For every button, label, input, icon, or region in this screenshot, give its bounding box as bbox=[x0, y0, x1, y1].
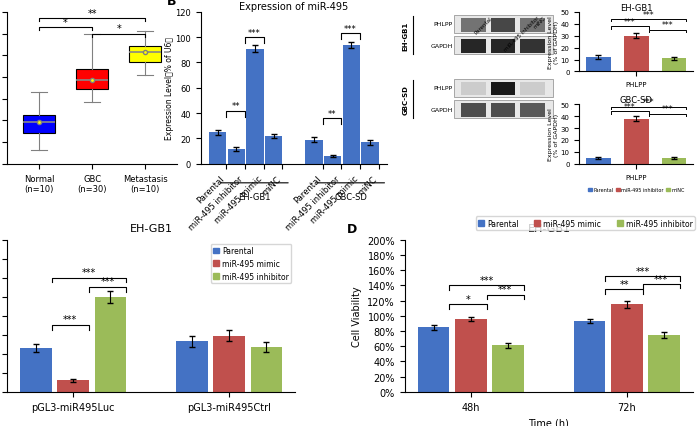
Text: D: D bbox=[347, 223, 358, 236]
Bar bbox=[662, 59, 687, 72]
Bar bbox=[491, 104, 515, 118]
Y-axis label: Expression Level
(% of GAPDH): Expression Level (% of GAPDH) bbox=[549, 16, 559, 69]
Bar bbox=[454, 16, 554, 34]
Text: ***: *** bbox=[480, 275, 494, 285]
Text: ***: *** bbox=[63, 315, 77, 325]
Text: ***: *** bbox=[654, 274, 668, 284]
PathPatch shape bbox=[130, 46, 162, 63]
Text: ***: *** bbox=[248, 29, 260, 37]
PathPatch shape bbox=[23, 116, 55, 133]
Bar bbox=[251, 347, 282, 392]
Bar bbox=[455, 319, 486, 392]
Bar bbox=[624, 119, 648, 164]
Bar bbox=[520, 83, 545, 96]
Bar bbox=[520, 19, 545, 32]
Bar bbox=[361, 143, 379, 164]
Bar bbox=[94, 297, 126, 392]
Bar bbox=[265, 137, 282, 164]
Bar bbox=[454, 37, 554, 55]
Text: *: * bbox=[466, 294, 470, 304]
Bar bbox=[648, 335, 680, 392]
Bar bbox=[418, 328, 449, 392]
Legend: Parental, miR-495 mimic, miR-495 inhibitor: Parental, miR-495 mimic, miR-495 inhibit… bbox=[476, 217, 695, 230]
Text: ***: *** bbox=[498, 285, 512, 294]
Text: Parental: Parental bbox=[474, 16, 494, 35]
Bar bbox=[246, 49, 264, 164]
Bar bbox=[662, 158, 687, 164]
Text: ***: *** bbox=[344, 25, 357, 34]
X-axis label: Time (h): Time (h) bbox=[528, 417, 569, 426]
Y-axis label: Expression Level（% of U6）: Expression Level（% of U6） bbox=[164, 37, 174, 140]
Text: EH-GB1: EH-GB1 bbox=[402, 22, 409, 51]
Bar bbox=[305, 141, 323, 164]
Legend: Parental, miR-495 mimic, miR-495 inhibitor: Parental, miR-495 mimic, miR-495 inhibit… bbox=[211, 244, 291, 283]
Text: **: ** bbox=[231, 102, 240, 111]
Text: **: ** bbox=[328, 109, 336, 118]
Bar bbox=[214, 336, 245, 392]
Bar bbox=[454, 101, 554, 119]
Text: GAPDH: GAPDH bbox=[430, 107, 453, 112]
Text: PHLPP: PHLPP bbox=[433, 86, 453, 91]
Bar bbox=[520, 40, 545, 54]
Bar bbox=[461, 83, 486, 96]
Text: ***: *** bbox=[100, 277, 115, 287]
Text: ***: *** bbox=[624, 18, 636, 27]
Bar bbox=[492, 345, 524, 392]
Bar bbox=[454, 80, 554, 98]
Legend: Parental, miR-495 inhibitor, miNC: Parental, miR-495 inhibitor, miNC bbox=[586, 186, 687, 195]
Text: ***: *** bbox=[643, 11, 654, 20]
Text: miNC: miNC bbox=[532, 16, 546, 30]
Bar bbox=[491, 40, 515, 54]
Text: ***: *** bbox=[624, 103, 636, 112]
Bar bbox=[228, 149, 245, 164]
Bar bbox=[586, 58, 610, 72]
Text: *: * bbox=[63, 17, 68, 28]
Bar bbox=[586, 158, 610, 164]
Title: EH-GB1: EH-GB1 bbox=[130, 224, 173, 234]
Text: PHLPP: PHLPP bbox=[433, 23, 453, 27]
Title: GBC-SD: GBC-SD bbox=[620, 96, 652, 105]
Title: Expression of miR-495: Expression of miR-495 bbox=[239, 2, 349, 12]
Text: GAPDH: GAPDH bbox=[430, 43, 453, 49]
Text: ***: *** bbox=[643, 98, 654, 107]
Text: ***: *** bbox=[82, 267, 96, 277]
Bar bbox=[611, 305, 643, 392]
Text: ***: *** bbox=[662, 21, 673, 30]
Text: GBC-SD: GBC-SD bbox=[402, 85, 409, 115]
Bar bbox=[176, 342, 208, 392]
Bar bbox=[20, 348, 52, 392]
Bar bbox=[491, 19, 515, 32]
PathPatch shape bbox=[76, 70, 108, 89]
Y-axis label: Expression Level
(% of GAPDH): Expression Level (% of GAPDH) bbox=[549, 108, 559, 161]
Bar bbox=[343, 46, 360, 164]
Text: *: * bbox=[116, 24, 121, 34]
Text: EH-GB1: EH-GB1 bbox=[238, 192, 270, 201]
Y-axis label: Cell Viability: Cell Viability bbox=[352, 286, 362, 346]
Bar bbox=[461, 19, 486, 32]
Text: miR-495 inhibitor: miR-495 inhibitor bbox=[503, 16, 540, 53]
Bar bbox=[574, 321, 606, 392]
Bar bbox=[624, 37, 648, 72]
Title: EH-GB1: EH-GB1 bbox=[620, 4, 652, 13]
Bar bbox=[461, 104, 486, 118]
Text: ***: *** bbox=[662, 105, 673, 114]
Title: EH-GB1: EH-GB1 bbox=[527, 224, 570, 234]
Text: B: B bbox=[167, 0, 176, 8]
Text: ***: *** bbox=[636, 266, 650, 276]
Bar bbox=[324, 157, 342, 164]
Text: GBC-SD: GBC-SD bbox=[334, 192, 367, 201]
Text: **: ** bbox=[88, 9, 97, 19]
Bar bbox=[520, 104, 545, 118]
Bar bbox=[491, 83, 515, 96]
Bar bbox=[57, 380, 89, 392]
Text: **: ** bbox=[620, 279, 629, 289]
Bar bbox=[461, 40, 486, 54]
Bar bbox=[209, 133, 226, 164]
